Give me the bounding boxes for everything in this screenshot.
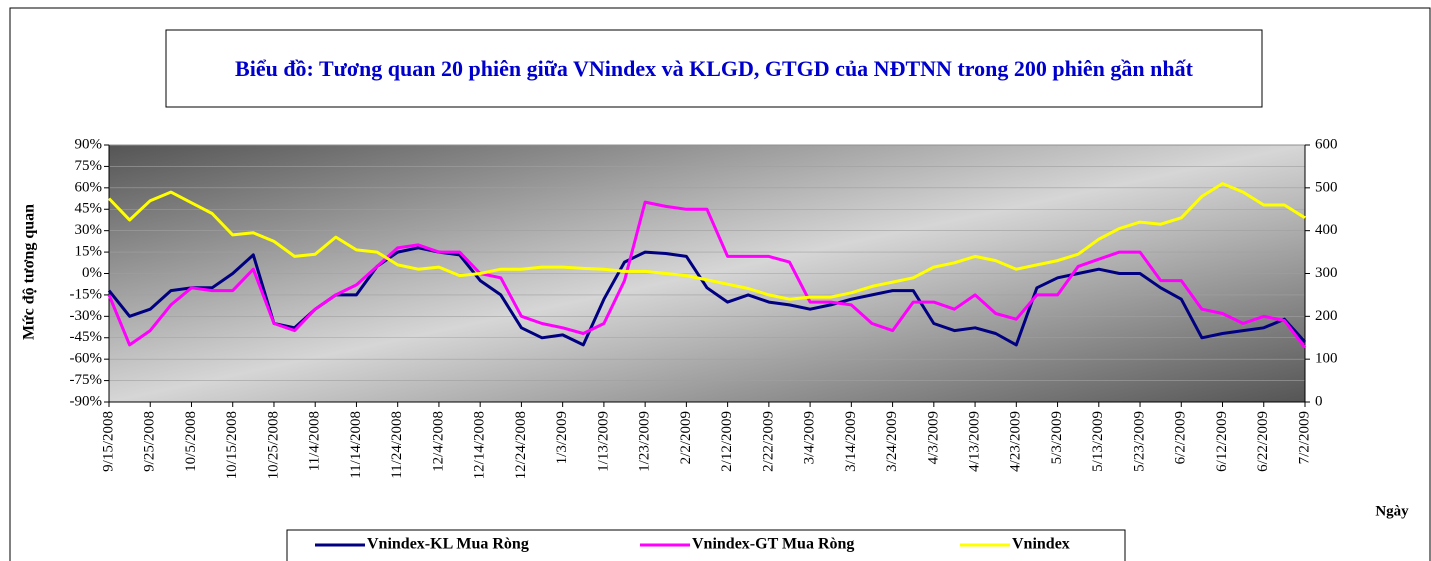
y-tick-label: -15% [70, 286, 103, 302]
y2-tick-label: 300 [1315, 265, 1338, 281]
y2-tick-label: 200 [1315, 308, 1338, 324]
y-tick-label: -75% [70, 372, 103, 388]
y-tick-label: -45% [70, 329, 103, 345]
y-tick-label: 90% [75, 136, 103, 152]
chart-title: Biểu đồ: Tương quan 20 phiên giữa VNinde… [235, 56, 1193, 81]
title-box [165, 29, 1263, 108]
x-tick-label: 5/23/2009 [1131, 411, 1147, 472]
title-wrap: Biểu đồ: Tương quan 20 phiên giữa VNinde… [235, 56, 1193, 81]
x-tick-label: 4/3/2009 [925, 411, 941, 464]
y-tick-label: -30% [70, 308, 103, 324]
y2-tick-label: 400 [1315, 222, 1338, 238]
x-tick-label: 12/14/2008 [472, 411, 488, 479]
x-tick-label: 3/14/2009 [843, 411, 859, 472]
x-tick-label: 11/24/2008 [389, 411, 405, 479]
x-tick-label: 5/13/2009 [1090, 411, 1106, 472]
x-tick-label: 11/14/2008 [348, 411, 364, 479]
y-tick-label: 45% [75, 201, 103, 217]
x-tick-label: 10/15/2008 [224, 411, 240, 479]
legend-label: Vnindex-KL Mua Ròng [367, 536, 529, 553]
x-tick-label: 2/2/2009 [678, 411, 694, 464]
x-tick-label: 3/4/2009 [802, 411, 818, 464]
x-tick-label: 12/4/2008 [430, 411, 446, 472]
x-tick-label: 1/13/2009 [595, 411, 611, 472]
x-tick-label: 9/15/2008 [100, 411, 116, 472]
series-line [107, 182, 1306, 301]
x-tick-label: 6/12/2009 [1214, 411, 1230, 472]
y2-tick-label: 500 [1315, 179, 1338, 195]
x-tick-label: 10/25/2008 [265, 411, 281, 479]
y-tick-label: 15% [75, 244, 103, 260]
x-tick-label: 9/25/2008 [142, 411, 158, 472]
y2-tick-label: 100 [1315, 351, 1338, 367]
y-axis-label: Mức độ tương quan [21, 204, 38, 340]
y-tick-label: -60% [70, 351, 103, 367]
x-tick-label: 10/5/2008 [183, 411, 199, 472]
y-tick-label: -90% [70, 393, 103, 409]
x-tick-label: 1/23/2009 [637, 411, 653, 472]
y-tick-label: 0% [82, 265, 102, 281]
series-line [107, 200, 1307, 349]
x-tick-label: 4/13/2009 [967, 411, 983, 472]
x-tick-label: 7/2/2009 [1296, 411, 1312, 464]
x-tick-label: 2/22/2009 [760, 411, 776, 472]
x-tick-label: 6/22/2009 [1255, 411, 1271, 472]
x-tick-label: 12/24/2008 [513, 411, 529, 479]
x-tick-label: 5/3/2009 [1049, 411, 1065, 464]
x-tick-label: 6/2/2009 [1173, 411, 1189, 464]
legend-label: Vnindex-GT Mua Ròng [692, 536, 854, 553]
x-tick-label: 4/23/2009 [1008, 411, 1024, 472]
y-tick-label: 60% [75, 179, 103, 195]
y-tick-label: 75% [75, 158, 103, 174]
x-axis-label: Ngày [1375, 503, 1409, 519]
x-tick-label: 1/3/2009 [554, 411, 570, 464]
y-tick-label: 30% [75, 222, 103, 238]
y2-tick-label: 600 [1315, 136, 1338, 152]
y2-tick-label: 0 [1315, 393, 1323, 409]
legend-label: Vnindex [1012, 536, 1070, 553]
x-tick-label: 2/12/2009 [719, 411, 735, 472]
x-tick-label: 11/4/2008 [307, 411, 323, 471]
x-tick-label: 3/24/2009 [884, 411, 900, 472]
